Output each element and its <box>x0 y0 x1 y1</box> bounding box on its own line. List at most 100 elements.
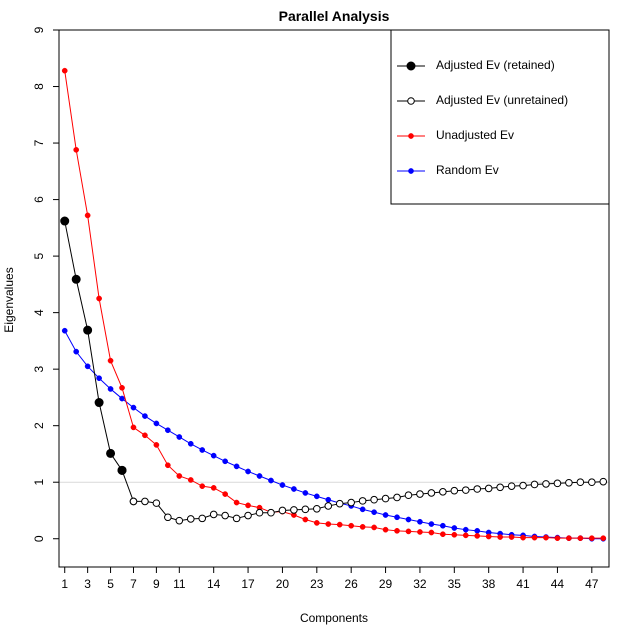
data-point <box>106 448 116 458</box>
legend-box <box>390 29 610 205</box>
legend-label: Random Ev <box>436 163 499 177</box>
data-point <box>165 462 171 469</box>
data-point <box>107 357 114 364</box>
data-point <box>566 535 572 542</box>
y-tick-label: 3 <box>32 366 46 373</box>
data-point <box>382 512 389 518</box>
data-point <box>508 534 515 540</box>
x-tick-label: 7 <box>130 577 137 591</box>
x-tick-label: 11 <box>173 577 186 591</box>
data-point <box>553 479 562 488</box>
data-point <box>347 498 355 507</box>
data-point <box>428 529 435 536</box>
y-axis-label: Eigenvalues <box>2 267 16 332</box>
data-point <box>96 375 102 382</box>
data-point <box>142 432 148 439</box>
data-point <box>371 524 377 531</box>
data-point <box>588 535 595 542</box>
y-tick-label: 5 <box>32 252 46 259</box>
data-point <box>187 440 194 447</box>
data-point <box>404 491 413 500</box>
data-point <box>428 521 435 527</box>
data-point <box>83 325 93 335</box>
x-tick-label: 41 <box>516 577 530 591</box>
data-point <box>222 491 228 497</box>
data-point <box>440 522 446 529</box>
legend-swatch-marker <box>406 61 416 71</box>
data-point <box>370 495 378 504</box>
data-point <box>187 477 194 483</box>
data-point <box>199 447 206 453</box>
data-point <box>554 535 561 542</box>
data-point <box>176 473 183 479</box>
data-point <box>450 486 459 495</box>
data-point <box>393 493 401 502</box>
data-point <box>302 490 309 496</box>
data-point <box>497 534 503 540</box>
data-point <box>256 473 263 479</box>
data-point <box>176 434 183 440</box>
data-point <box>244 511 252 520</box>
data-point <box>73 146 80 153</box>
data-point <box>440 531 446 538</box>
data-point <box>119 395 125 402</box>
data-point <box>462 526 469 533</box>
data-point <box>496 483 504 492</box>
x-tick-label: 20 <box>276 577 290 591</box>
x-tick-label: 26 <box>345 577 359 591</box>
data-point <box>301 505 310 514</box>
data-point <box>324 502 333 510</box>
data-point <box>153 442 160 448</box>
data-point <box>142 413 148 419</box>
data-point <box>210 452 217 459</box>
data-point <box>199 483 206 490</box>
data-point <box>117 465 127 475</box>
y-tick-label: 0 <box>32 535 46 542</box>
data-point <box>394 514 400 521</box>
data-point <box>61 327 68 334</box>
data-point <box>439 488 447 496</box>
data-point <box>542 480 550 488</box>
x-tick-label: 9 <box>153 577 160 591</box>
data-point <box>278 506 287 515</box>
data-point <box>279 482 286 488</box>
x-tick-label: 32 <box>413 577 427 591</box>
data-point <box>267 508 275 517</box>
data-point <box>165 427 171 434</box>
legend-label: Unadjusted Ev <box>436 128 514 142</box>
data-point <box>462 532 469 539</box>
legend-item-adjusted-ev-unretained: Adjusted Ev (unretained) <box>397 93 568 107</box>
data-point <box>600 535 607 542</box>
legend: Adjusted Ev (retained) Adjusted Ev (unret… <box>390 29 610 205</box>
data-point <box>417 529 423 535</box>
y-tick-label: 9 <box>32 26 46 33</box>
data-point <box>129 497 138 506</box>
data-point <box>485 533 492 540</box>
x-tick-label: 23 <box>310 577 324 591</box>
data-point <box>302 516 309 523</box>
data-point <box>164 513 172 522</box>
x-tick-label: 17 <box>241 577 255 591</box>
data-point <box>474 533 481 539</box>
x-tick-label: 3 <box>84 577 91 591</box>
data-point <box>382 526 389 533</box>
data-point <box>427 489 436 497</box>
data-point <box>96 295 102 302</box>
x-tick-label: 38 <box>482 577 496 591</box>
x-tick-label: 47 <box>585 577 599 591</box>
data-point <box>484 484 493 493</box>
data-point <box>325 521 332 527</box>
series-adjusted-ev-unretained <box>129 477 608 525</box>
data-point <box>84 212 91 219</box>
data-point <box>233 463 240 470</box>
data-point <box>543 534 549 541</box>
data-point <box>336 521 343 528</box>
data-point <box>335 499 344 508</box>
data-point <box>405 528 412 535</box>
data-point <box>565 478 573 487</box>
data-point <box>94 398 104 408</box>
legend-label: Adjusted Ev (unretained) <box>436 93 568 107</box>
data-point <box>255 508 264 517</box>
x-tick-label: 35 <box>448 577 462 591</box>
